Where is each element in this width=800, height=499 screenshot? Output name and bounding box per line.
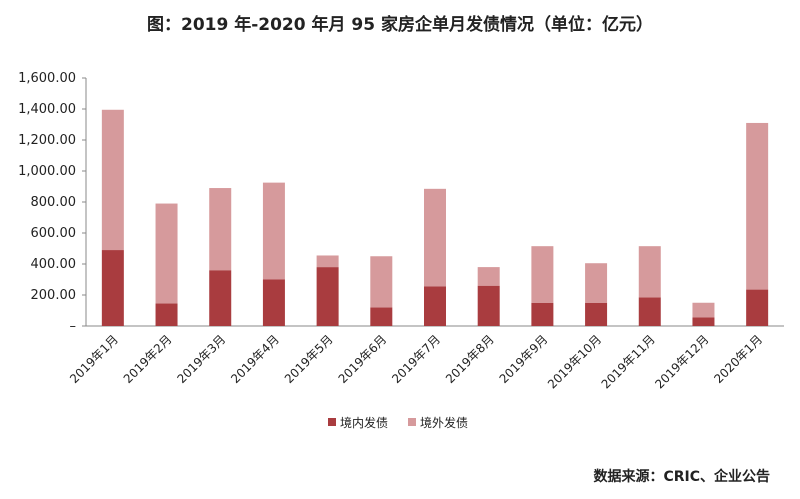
bar-domestic xyxy=(316,267,339,326)
bar-domestic xyxy=(209,270,232,326)
bar-domestic xyxy=(585,302,608,326)
x-tick-label: 2019年10月 xyxy=(545,332,604,391)
x-tick-label: 2019年6月 xyxy=(336,332,390,386)
bar-domestic xyxy=(262,279,285,326)
y-tick-label: 1,600.00 xyxy=(18,71,76,86)
bar-overseas xyxy=(101,109,124,251)
x-tick-label: 2019年8月 xyxy=(443,332,497,386)
y-tick-label: 200.00 xyxy=(31,288,77,303)
bar-domestic xyxy=(477,285,500,326)
x-tick-label: 2019年4月 xyxy=(228,332,282,386)
legend-label: 境外发债 xyxy=(420,415,468,430)
bar-domestic xyxy=(692,317,715,326)
y-tick-label: – xyxy=(70,319,77,334)
legend-label: 境内发债 xyxy=(340,415,388,430)
bar-domestic xyxy=(746,289,769,326)
chart-title: 图：2019 年-2020 年月 95 家房企单月发债情况（单位：亿元） xyxy=(146,15,653,35)
y-tick-label: 1,400.00 xyxy=(18,102,76,117)
bar-domestic xyxy=(155,303,178,326)
bar-domestic xyxy=(101,250,124,326)
bar-overseas xyxy=(585,263,608,303)
bar-overseas xyxy=(424,188,446,287)
x-tick-label: 2019年9月 xyxy=(497,332,551,386)
bar-overseas xyxy=(746,122,769,290)
x-tick-label: 2019年5月 xyxy=(282,332,336,386)
bar-overseas xyxy=(262,182,285,280)
y-tick-label: 400.00 xyxy=(31,257,77,272)
y-tick-label: 1,200.00 xyxy=(18,133,76,148)
x-tick-label: 2019年3月 xyxy=(174,332,228,386)
x-tick-label: 2020年1月 xyxy=(711,332,765,386)
legend-swatch xyxy=(408,418,416,426)
y-tick-label: 1,000.00 xyxy=(18,164,76,179)
bar-overseas xyxy=(531,246,554,303)
x-tick-label: 2019年7月 xyxy=(389,332,443,386)
bar-domestic xyxy=(638,297,661,326)
bar-overseas xyxy=(155,203,178,304)
bar-overseas xyxy=(316,255,339,268)
y-tick-label: 600.00 xyxy=(31,226,77,241)
bar-domestic xyxy=(370,307,393,326)
bar-domestic xyxy=(424,286,446,326)
bar-overseas xyxy=(370,256,393,308)
bar-overseas xyxy=(209,188,232,271)
x-tick-label: 2019年2月 xyxy=(121,332,175,386)
bar-overseas xyxy=(638,246,661,298)
legend-swatch xyxy=(328,418,336,426)
bar-overseas xyxy=(477,267,500,286)
source-note: 数据来源：CRIC、企业公告 xyxy=(593,469,770,485)
x-tick-label: 2019年1月 xyxy=(67,332,121,386)
x-tick-label: 2019年12月 xyxy=(652,332,711,391)
y-tick-label: 800.00 xyxy=(31,195,77,210)
bar-domestic xyxy=(531,302,554,326)
bar-overseas xyxy=(692,302,715,318)
x-tick-label: 2019年11月 xyxy=(599,332,658,391)
